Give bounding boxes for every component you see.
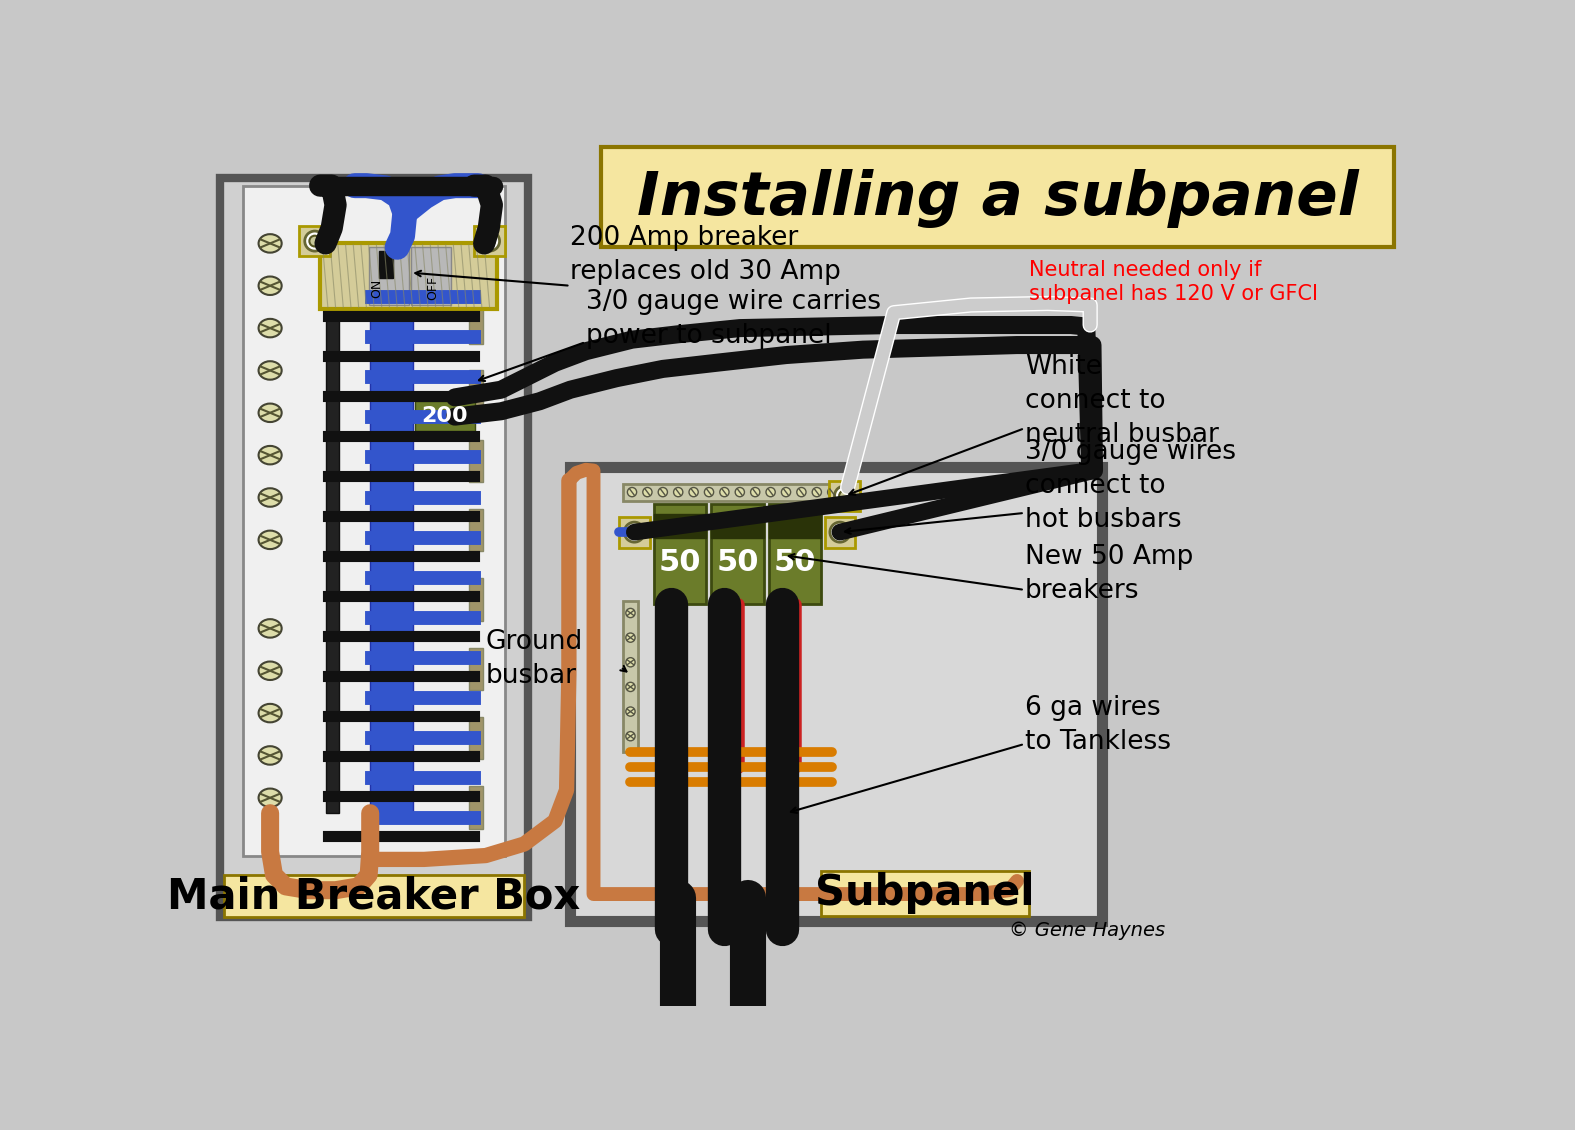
Text: Subpanel: Subpanel: [814, 872, 1035, 914]
Text: ON: ON: [370, 278, 383, 297]
Circle shape: [830, 522, 851, 542]
Text: 3/0 gauge wire carries
power to subpanel: 3/0 gauge wire carries power to subpanel: [586, 289, 880, 349]
Circle shape: [625, 731, 635, 741]
Circle shape: [688, 487, 698, 497]
Bar: [570, 467, 1102, 921]
Text: Main Breaker Box: Main Breaker Box: [167, 876, 581, 918]
Bar: [769, 504, 822, 603]
Text: 50: 50: [658, 548, 701, 577]
Circle shape: [309, 236, 320, 246]
Circle shape: [625, 707, 635, 716]
Ellipse shape: [258, 746, 282, 765]
Circle shape: [479, 231, 499, 251]
Text: Neutral needed only if
subpanel has 120 V or GFCI: Neutral needed only if subpanel has 120 …: [1028, 260, 1318, 304]
Text: 50: 50: [773, 548, 816, 577]
Bar: [469, 302, 482, 344]
Bar: [712, 514, 764, 538]
Bar: [469, 579, 482, 620]
Circle shape: [751, 487, 759, 497]
Bar: [712, 504, 764, 603]
Text: White
connect to
neutral busbar: White connect to neutral busbar: [1025, 354, 1219, 449]
Bar: [299, 226, 331, 255]
Circle shape: [704, 487, 713, 497]
Ellipse shape: [258, 446, 282, 464]
Bar: [654, 514, 706, 538]
Bar: [380, 251, 394, 278]
Ellipse shape: [258, 234, 282, 253]
Circle shape: [797, 487, 806, 497]
Text: 3/0 gauge wires
connect to
hot busbars: 3/0 gauge wires connect to hot busbars: [1025, 438, 1236, 533]
Circle shape: [625, 633, 635, 642]
Circle shape: [835, 486, 855, 506]
Bar: [474, 226, 506, 255]
Bar: [414, 401, 476, 431]
Bar: [469, 371, 482, 412]
Ellipse shape: [258, 531, 282, 549]
Circle shape: [304, 231, 324, 251]
Bar: [411, 247, 450, 305]
Circle shape: [813, 487, 822, 497]
Text: © Gene Haynes: © Gene Haynes: [1010, 921, 1166, 940]
Bar: [370, 289, 413, 814]
Ellipse shape: [258, 704, 282, 722]
Ellipse shape: [258, 362, 282, 380]
Bar: [326, 289, 339, 814]
Bar: [224, 875, 524, 918]
Circle shape: [839, 490, 850, 502]
Circle shape: [624, 522, 644, 542]
Text: Installing a subpanel: Installing a subpanel: [636, 170, 1359, 228]
Text: 6 ga wires
to Tankless: 6 ga wires to Tankless: [1025, 695, 1170, 755]
Circle shape: [835, 527, 846, 538]
Text: 50: 50: [717, 548, 759, 577]
Bar: [469, 786, 482, 828]
Bar: [369, 247, 410, 305]
Circle shape: [720, 487, 729, 497]
Ellipse shape: [258, 488, 282, 506]
Circle shape: [625, 683, 635, 692]
Bar: [469, 647, 482, 690]
Circle shape: [658, 487, 668, 497]
Text: OFF: OFF: [427, 276, 439, 301]
Bar: [320, 243, 498, 308]
Bar: [243, 185, 506, 855]
Ellipse shape: [258, 661, 282, 680]
Bar: [602, 147, 1394, 247]
Circle shape: [625, 658, 635, 667]
Bar: [825, 516, 855, 548]
Bar: [221, 177, 528, 918]
Circle shape: [625, 608, 635, 618]
Circle shape: [627, 487, 636, 497]
Circle shape: [674, 487, 684, 497]
Ellipse shape: [258, 789, 282, 807]
Text: New 50 Amp
breakers: New 50 Amp breakers: [1025, 545, 1194, 605]
Bar: [469, 508, 482, 551]
Bar: [828, 480, 860, 512]
Ellipse shape: [258, 319, 282, 338]
Circle shape: [628, 527, 639, 538]
Text: Ground
busbar: Ground busbar: [485, 629, 583, 689]
Bar: [469, 716, 482, 759]
Bar: [622, 601, 638, 751]
Text: 200 Amp breaker
replaces old 30 Amp: 200 Amp breaker replaces old 30 Amp: [570, 225, 841, 285]
Circle shape: [827, 487, 836, 497]
Bar: [769, 514, 822, 538]
Bar: [654, 504, 706, 603]
Circle shape: [765, 487, 775, 497]
Circle shape: [736, 487, 745, 497]
Bar: [821, 871, 1028, 915]
Circle shape: [643, 487, 652, 497]
Circle shape: [781, 487, 791, 497]
Text: 200: 200: [422, 406, 468, 426]
Circle shape: [484, 236, 495, 246]
Ellipse shape: [258, 277, 282, 295]
Bar: [619, 516, 650, 548]
Bar: [469, 440, 482, 483]
Ellipse shape: [258, 619, 282, 637]
Bar: [622, 484, 846, 501]
Ellipse shape: [258, 403, 282, 421]
